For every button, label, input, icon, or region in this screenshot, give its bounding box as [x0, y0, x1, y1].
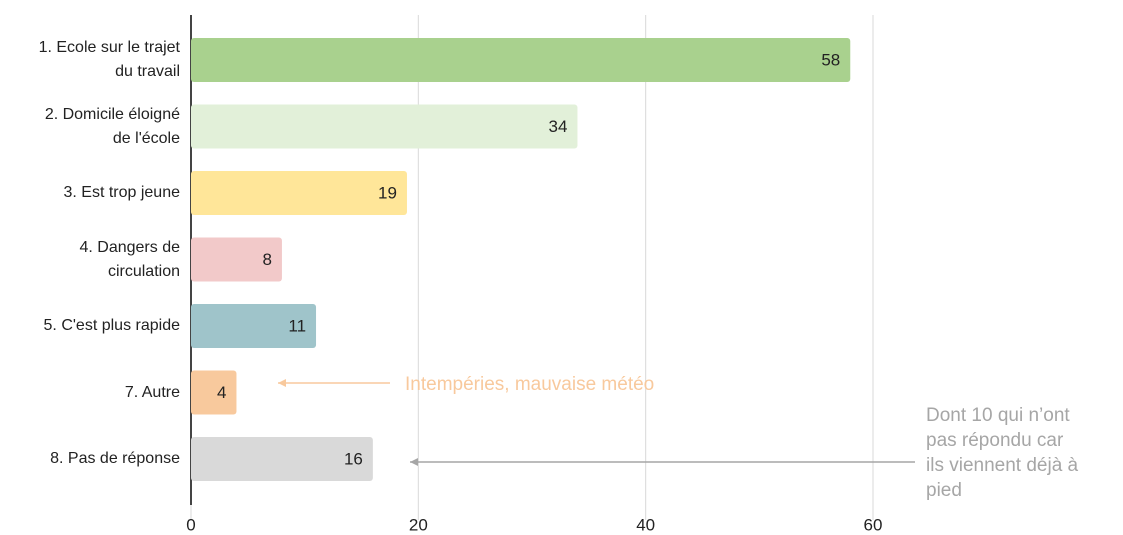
x-tick-label: 60: [864, 515, 883, 534]
category-label: 7. Autre: [124, 383, 180, 401]
bar: [191, 437, 373, 481]
value-label: 34: [549, 117, 568, 136]
bar: [191, 370, 237, 415]
value-label: 8: [262, 250, 271, 269]
arrow-head: [410, 458, 418, 466]
value-label: 19: [378, 183, 397, 202]
category-label: 8. Pas de réponse: [50, 450, 180, 467]
annotation: Dont 10 qui n’ont pas répondu car ils vi…: [926, 405, 1079, 501]
x-tick-label: 0: [186, 515, 195, 534]
bar: [191, 38, 851, 82]
bar: [191, 304, 317, 348]
category-label: 2. Domicile éloigné de l'école: [44, 105, 180, 147]
arrow-head: [278, 379, 286, 387]
category-label: 1. Ecole sur le trajet du travail: [38, 39, 180, 80]
bar: [191, 237, 282, 282]
annotation: Intempéries, mauvaise météo: [405, 374, 655, 395]
value-label: 16: [344, 449, 363, 468]
value-label: 11: [288, 316, 306, 335]
x-tick-label: 20: [409, 515, 428, 534]
bar: [191, 171, 407, 215]
x-tick-label: 40: [636, 515, 655, 534]
category-label: 4. Dangers de circulation: [79, 238, 180, 280]
bar: [191, 104, 578, 149]
category-label: 3. Est trop jeune: [63, 184, 180, 201]
category-label: 5. C'est plus rapide: [43, 317, 180, 334]
value-label: 4: [217, 383, 226, 402]
value-label: 58: [821, 50, 840, 69]
